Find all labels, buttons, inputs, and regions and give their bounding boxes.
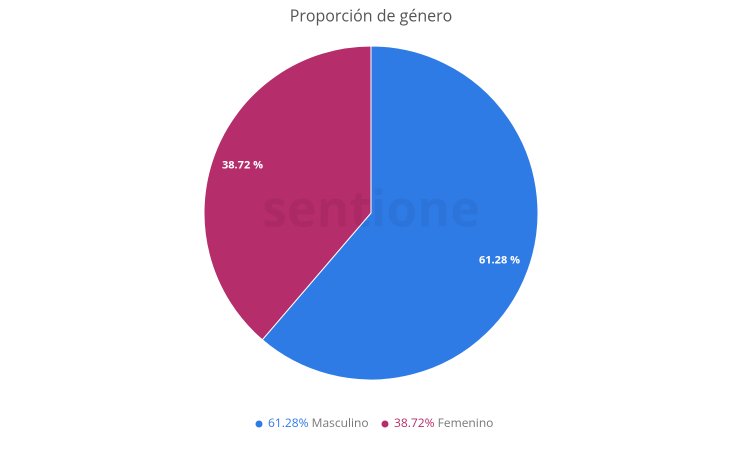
legend-label: Masculino [312, 414, 369, 431]
chart-title: Proporción de género [290, 4, 453, 26]
legend-percent: 38.72% [394, 414, 435, 431]
legend-entry: 38.72% Femenino [394, 414, 493, 431]
legend-percent: 61.28% [268, 414, 309, 431]
legend-marker [255, 420, 263, 428]
data-label: 38.72 % [222, 157, 263, 172]
legend-entry: 61.28% Masculino [268, 414, 369, 431]
legend-marker [381, 420, 389, 428]
pie-slice [261, 45, 539, 381]
legend-label: Femenino [438, 414, 494, 431]
pie-slice [203, 45, 372, 341]
data-label: 61.28 % [479, 252, 520, 267]
watermark: sentione [262, 173, 480, 241]
